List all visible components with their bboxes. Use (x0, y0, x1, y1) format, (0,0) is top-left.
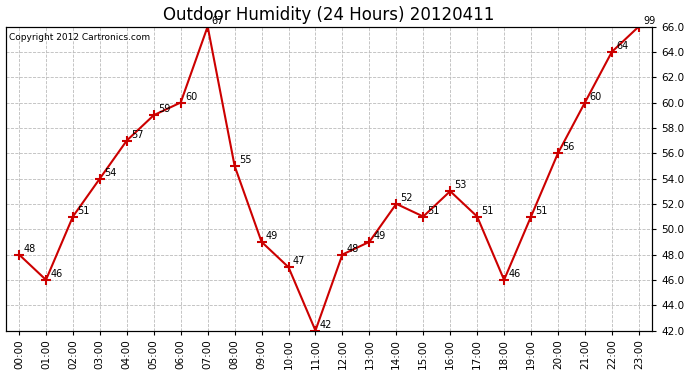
Title: Outdoor Humidity (24 Hours) 20120411: Outdoor Humidity (24 Hours) 20120411 (164, 6, 495, 24)
Text: 51: 51 (482, 206, 493, 216)
Text: 67: 67 (212, 16, 224, 26)
Text: 55: 55 (239, 155, 251, 165)
Text: 48: 48 (346, 244, 359, 254)
Text: 46: 46 (50, 269, 62, 279)
Text: 51: 51 (427, 206, 440, 216)
Text: 64: 64 (616, 41, 629, 51)
Text: 51: 51 (535, 206, 548, 216)
Text: 60: 60 (589, 92, 602, 102)
Text: 53: 53 (454, 180, 466, 190)
Text: 46: 46 (509, 269, 520, 279)
Text: Copyright 2012 Cartronics.com: Copyright 2012 Cartronics.com (9, 33, 150, 42)
Text: 57: 57 (131, 130, 144, 140)
Text: 59: 59 (158, 104, 170, 114)
Text: 52: 52 (400, 193, 413, 203)
Text: 60: 60 (185, 92, 197, 102)
Text: 48: 48 (23, 244, 35, 254)
Text: 51: 51 (77, 206, 90, 216)
Text: 56: 56 (562, 142, 575, 152)
Text: 49: 49 (266, 231, 278, 241)
Text: 49: 49 (373, 231, 386, 241)
Text: 47: 47 (293, 256, 305, 266)
Text: 42: 42 (319, 320, 332, 330)
Text: 54: 54 (104, 168, 117, 178)
Text: 99: 99 (643, 16, 656, 26)
